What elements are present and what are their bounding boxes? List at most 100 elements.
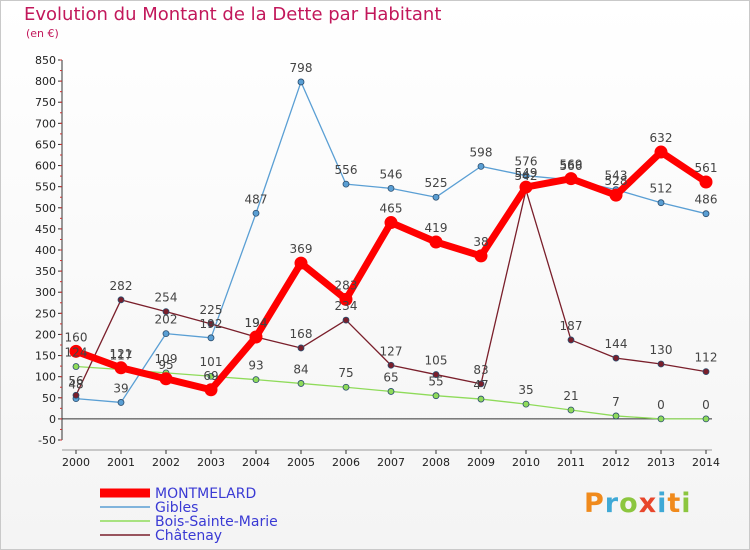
data-point <box>72 363 80 370</box>
logo-letter: x <box>638 488 658 519</box>
data-point <box>612 354 620 362</box>
x-tick-label: 2003 <box>197 456 225 469</box>
data-point <box>342 180 350 188</box>
data-label: 105 <box>425 354 448 368</box>
data-label: 546 <box>380 167 403 181</box>
data-point <box>204 383 218 397</box>
data-label: 117 <box>110 348 133 362</box>
logo-letter: i <box>681 488 692 519</box>
data-point <box>699 175 713 189</box>
data-point <box>657 360 665 368</box>
y-tick-label: 200 <box>35 328 56 341</box>
data-point <box>657 199 665 207</box>
data-point <box>387 361 395 369</box>
y-tick-label: 600 <box>35 160 56 173</box>
data-label: 192 <box>200 317 223 331</box>
data-label: 569 <box>560 158 583 172</box>
data-label: 234 <box>335 299 358 313</box>
y-tick-label: 550 <box>35 181 56 194</box>
data-point <box>564 172 578 186</box>
data-label: 69 <box>203 369 218 383</box>
data-label: 84 <box>293 362 308 376</box>
x-tick-label: 2009 <box>467 456 495 469</box>
x-tick-label: 2013 <box>647 456 675 469</box>
data-point <box>519 180 533 194</box>
data-label: 21 <box>563 389 578 403</box>
data-point <box>162 308 170 316</box>
data-label: 598 <box>470 145 493 159</box>
logo-letter: i <box>657 488 668 519</box>
x-tick-label: 2000 <box>62 456 90 469</box>
y-tick-label: 300 <box>35 286 56 299</box>
data-label: 187 <box>560 319 583 333</box>
data-point <box>702 210 710 218</box>
data-label: 0 <box>657 398 665 412</box>
x-tick-label: 2010 <box>512 456 540 469</box>
data-label: 0 <box>702 398 710 412</box>
data-label: 83 <box>473 363 488 377</box>
x-tick-label: 2006 <box>332 456 360 469</box>
y-tick-label: 400 <box>35 244 56 257</box>
legend-label: Châtenay <box>155 528 222 544</box>
x-tick-label: 2004 <box>242 456 270 469</box>
data-label: 525 <box>425 176 448 190</box>
data-label: 254 <box>155 291 178 305</box>
data-label: 121 <box>110 347 133 361</box>
data-label: 56 <box>68 374 83 388</box>
data-point <box>72 391 80 399</box>
y-tick-label: 100 <box>35 371 56 384</box>
data-label: 112 <box>695 351 718 365</box>
x-tick-label: 2014 <box>692 456 720 469</box>
data-label: 369 <box>290 242 313 256</box>
logo-letter: r <box>604 488 620 519</box>
data-point <box>207 320 215 328</box>
data-label: 486 <box>695 193 718 207</box>
y-tick-label: 450 <box>35 223 56 236</box>
data-label: 124 <box>65 346 88 360</box>
data-label: 543 <box>605 169 628 183</box>
proxiti-logo: Proxiti <box>584 488 692 519</box>
data-point <box>162 330 170 338</box>
data-label: 419 <box>425 221 448 235</box>
data-label: 798 <box>290 61 313 75</box>
chart-title: Evolution du Montant de la Dette par Hab… <box>24 4 442 25</box>
data-point <box>702 368 710 376</box>
data-point <box>387 184 395 192</box>
data-point <box>654 145 668 159</box>
data-label: 576 <box>515 155 538 169</box>
data-point <box>207 372 215 380</box>
y-tick-label: -50 <box>38 434 56 447</box>
data-point <box>612 412 620 420</box>
data-point <box>432 371 440 378</box>
data-label: 75 <box>338 366 353 380</box>
data-point <box>432 193 440 201</box>
data-point <box>69 344 83 358</box>
y-tick-label: 350 <box>35 265 56 278</box>
data-label: 109 <box>155 352 178 366</box>
data-label: 55 <box>428 375 443 389</box>
data-label: 465 <box>380 202 403 216</box>
data-point <box>384 216 398 230</box>
data-label: 566 <box>560 159 583 173</box>
data-point <box>159 372 173 386</box>
data-point <box>477 395 485 403</box>
data-label: 160 <box>65 330 88 344</box>
x-tick-label: 2002 <box>152 456 180 469</box>
data-point <box>339 292 353 306</box>
data-point <box>477 380 485 388</box>
data-label: 144 <box>605 337 628 351</box>
data-label: 561 <box>695 161 718 175</box>
chart-subtitle: (en €) <box>26 27 59 40</box>
data-label: 39 <box>113 381 128 395</box>
data-label: 549 <box>515 166 538 180</box>
data-point <box>567 406 575 414</box>
y-tick-label: 800 <box>35 75 56 88</box>
data-label: 512 <box>650 182 673 196</box>
y-tick-label: 150 <box>35 350 56 363</box>
legend-label: Bois-Sainte-Marie <box>155 514 278 530</box>
data-point <box>207 334 215 342</box>
y-tick-label: 500 <box>35 202 56 215</box>
y-tick-label: 50 <box>42 392 56 405</box>
data-label: 95 <box>158 358 173 372</box>
